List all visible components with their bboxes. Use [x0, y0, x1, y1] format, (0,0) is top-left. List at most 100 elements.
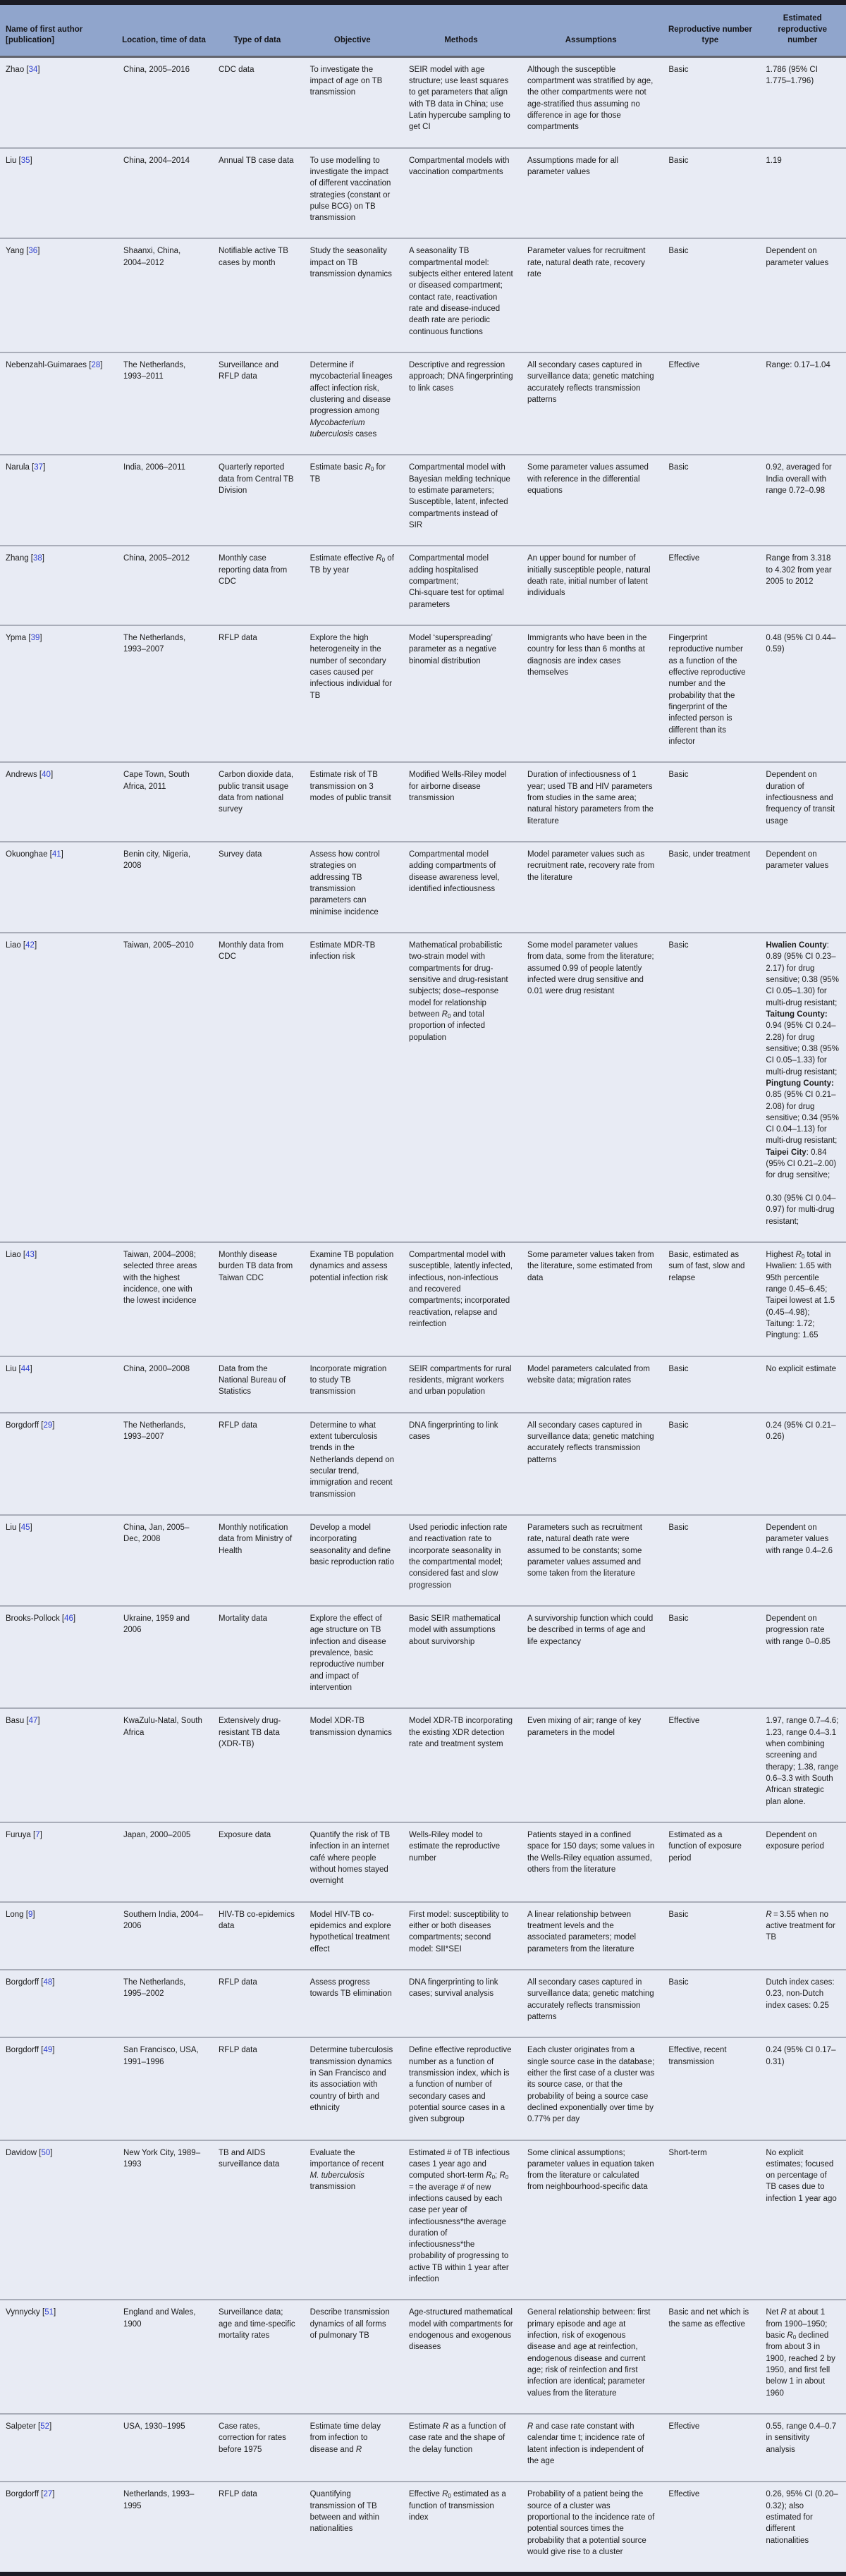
citation-link[interactable]: 39: [30, 634, 40, 643]
column-header-repro-type: Reproductive number type: [661, 5, 759, 58]
citation-link[interactable]: 46: [64, 1614, 73, 1624]
cell-methods: Compartmental model with Bayesian meldin…: [401, 454, 520, 546]
cell-estimate: 1.97, range 0.7–4.6; 1.23, range 0.4–3.1…: [759, 1707, 846, 1822]
text-segment: ]: [52, 2046, 55, 2055]
text-segment: : 0.84 (95% CI 0.21–2.00) for drug sensi…: [766, 1148, 837, 1226]
citation-link[interactable]: 49: [43, 2046, 53, 2055]
citation-link[interactable]: 9: [27, 1910, 33, 1919]
cell-estimate: Range from 3.318 to 4.302 from year 2005…: [759, 545, 846, 626]
text-segment: of TB by year: [309, 554, 394, 575]
cell-assumptions: R and case rate constant with calendar t…: [520, 2413, 662, 2482]
cell-objective: To investigate the impact of age on TB t…: [309, 65, 383, 97]
cell-methods: DNA fingerprinting to link cases: [401, 1411, 520, 1516]
text-segment: Yang [: [6, 247, 29, 256]
text-segment: cases: [352, 430, 377, 439]
cell-estimate: 0.92, averaged for India overall with ra…: [759, 454, 846, 546]
table-row: Basu [47] KwaZulu-Natal, South Africa Exte…: [0, 1707, 846, 1822]
citation-link[interactable]: 41: [51, 850, 61, 859]
citation-link[interactable]: 34: [28, 65, 38, 74]
citation-link[interactable]: 29: [43, 1421, 53, 1430]
citation-link[interactable]: 40: [42, 771, 51, 780]
text-segment: Liao [: [6, 940, 26, 950]
cell-location: Southern India, 2004–2006: [116, 1901, 212, 1970]
citation-link[interactable]: 44: [20, 1364, 30, 1373]
cell-estimate: 0.26, 95% CI (0.20–0.32); also estimated…: [759, 2481, 846, 2572]
cell-objective: Quantify the risk of TB infection in an …: [302, 1821, 402, 1902]
text-segment: declined from about 3 in 1900, reached 2…: [766, 2331, 835, 2398]
cell-methods: A seasonality TB compartmental model: su…: [401, 238, 520, 353]
table-header-row: Name of first author [publication] Locati…: [0, 5, 846, 58]
citation-link[interactable]: 52: [40, 2422, 50, 2431]
text-segment: 0: [505, 2174, 509, 2181]
cell-methods: Effective R0 estimated as a function of …: [401, 2481, 520, 2572]
text-segment: ]: [30, 1523, 32, 1533]
column-header-location: Location, time of data: [116, 5, 212, 58]
citation-link[interactable]: 37: [34, 463, 44, 472]
text-segment: 0.94 (95% CI 0.24–2.28) for drug sensiti…: [766, 1022, 839, 1077]
table-row: Long [9] Southern India, 2004–2006 HIV-TB …: [0, 1901, 846, 1970]
citation-link[interactable]: 50: [41, 2148, 51, 2157]
text-segment: R: [441, 1010, 448, 1019]
text-segment: 0: [491, 2174, 496, 2181]
citation-link[interactable]: 48: [43, 1977, 53, 1987]
citation-link[interactable]: 27: [43, 2490, 53, 2499]
cell-estimate: 1.786 (95% CI 1.775–1.796): [766, 65, 818, 85]
cell-assumptions: Each cluster originates from a single so…: [520, 2037, 662, 2140]
text-segment: Borgdorff [: [6, 1977, 44, 1987]
cell-location: Japan, 2000–2005: [116, 1821, 212, 1902]
cell-assumptions: Duration of infectiousness of 1 year; us…: [520, 761, 662, 842]
cell-location: China, 2004–2014: [116, 147, 212, 239]
cell-data-type: RFLP data: [212, 2481, 303, 2572]
cell-methods: Estimated # of TB infectious cases 1 yea…: [401, 2139, 520, 2300]
cell-objective: Assess how control strategies on address…: [302, 840, 402, 933]
cell-repro-type: Basic: [661, 1968, 759, 2038]
cell-data-type: CDC data: [219, 65, 255, 74]
citation-link[interactable]: 35: [20, 156, 30, 165]
text-segment: ]: [39, 1830, 42, 1839]
cell-assumptions: All secondary cases captured in surveill…: [520, 1411, 662, 1516]
citation-link[interactable]: 51: [44, 2308, 54, 2317]
citation-link[interactable]: 7: [35, 1830, 40, 1839]
citation-link[interactable]: 36: [28, 247, 38, 256]
text-segment: ]: [43, 463, 46, 472]
column-header-methods: Methods: [401, 5, 520, 58]
table-row: Liu [44] China, 2000–2008 Data from the Na…: [0, 1355, 846, 1413]
table-row: Liao [42] Taiwan, 2005–2010 Monthly data f…: [0, 931, 846, 1243]
cell-author: Borgdorff [49]: [0, 2037, 116, 2140]
cell-location: The Netherlands, 1993–2011: [116, 352, 212, 455]
cell-objective: Estimate basic R0 for TB: [302, 454, 402, 546]
citation-link[interactable]: 43: [25, 1251, 35, 1260]
text-segment: ]: [52, 1421, 55, 1430]
cell-author: Basu [47]: [0, 1707, 116, 1822]
tb-reproductive-number-studies-table: Name of first author [publication] Locati…: [0, 5, 846, 2572]
text-segment: Zhao [: [6, 65, 29, 74]
cell-repro-type: Basic, under treatment: [661, 840, 759, 933]
citation-link[interactable]: 42: [25, 940, 35, 950]
citation-link[interactable]: 28: [91, 361, 101, 370]
text-segment: Liu [: [6, 1364, 21, 1373]
text-segment: Pingtung County:: [766, 1079, 834, 1088]
citation-link[interactable]: 47: [28, 1717, 38, 1726]
cell-methods: First model: susceptibility to either or…: [401, 1901, 520, 1970]
citation-link[interactable]: 38: [33, 554, 42, 563]
cell-location: China, 2005–2012: [116, 545, 212, 626]
text-segment: ]: [34, 1251, 37, 1260]
cell-repro-type: Basic: [668, 65, 689, 74]
cell-estimate: No explicit estimates; focused on percen…: [759, 2139, 846, 2300]
cell-methods: Age-structured mathematical model with c…: [401, 2299, 520, 2415]
cell-repro-type: Basic: [661, 1411, 759, 1516]
text-segment: ]: [50, 2148, 53, 2157]
cell-methods: Mathematical probabilistic two-strain mo…: [401, 931, 520, 1243]
citation-link[interactable]: 45: [20, 1523, 30, 1533]
cell-assumptions: Parameter values for recruitment rate, n…: [520, 238, 662, 353]
text-segment: Long [: [6, 1910, 28, 1919]
cell-location: Ukraine, 1959 and 2006: [116, 1605, 212, 1709]
table-row: Borgdorff [48] The Netherlands, 1995–2002…: [0, 1968, 846, 2038]
cell-data-type: RFLP data: [212, 1411, 303, 1516]
text-segment: Furuya [: [6, 1830, 36, 1839]
text-segment: Salpeter [: [6, 2422, 41, 2431]
text-segment: R: [766, 1910, 772, 1919]
table-row: Okuonghae [41] Benin city, Nigeria, 2008 S…: [0, 840, 846, 933]
cell-repro-type: Basic: [661, 454, 759, 546]
text-segment: Estimate: [408, 2422, 443, 2431]
